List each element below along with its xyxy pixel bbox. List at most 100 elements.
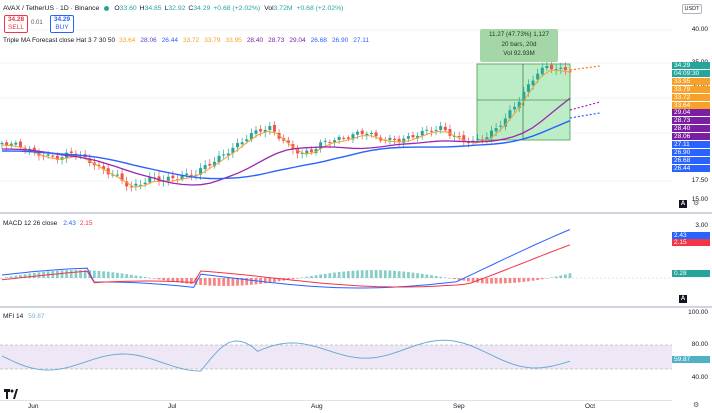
macd-histogram-bar xyxy=(106,271,110,278)
candle-body xyxy=(111,174,115,176)
settings-gear-icon[interactable]: ⚙ xyxy=(693,402,700,409)
currency-label: USDT xyxy=(684,6,700,12)
mfi-tick-label: 40.00 xyxy=(691,374,708,381)
candle-body xyxy=(115,174,119,176)
candle-body xyxy=(166,176,170,181)
macd-histogram-bar xyxy=(457,278,461,280)
macd-scale[interactable]: 3.000.002.432.150.28 xyxy=(672,214,712,306)
macd-histogram-bar xyxy=(139,276,142,278)
pane-separator[interactable] xyxy=(0,306,712,308)
time-label: Sep xyxy=(453,403,465,410)
candle-body xyxy=(300,152,304,154)
candle-body xyxy=(51,155,55,157)
candle-body xyxy=(236,143,240,148)
currency-dropdown[interactable]: USDT xyxy=(682,4,702,14)
mfi-chart[interactable] xyxy=(0,308,672,400)
macd-histogram-bar xyxy=(563,274,567,278)
macd-histogram-bar xyxy=(559,275,563,278)
macd-histogram-bar xyxy=(430,275,433,278)
macd-histogram-bar xyxy=(314,275,318,278)
gear-icon[interactable]: ⚙ xyxy=(693,200,700,207)
candle-body xyxy=(102,166,106,170)
mfi-pane[interactable] xyxy=(0,308,672,400)
macd-histogram-bar xyxy=(23,274,27,278)
symbol-title[interactable]: AVAX / TetherUS · 1D · Binance xyxy=(3,5,100,12)
time-label: Jun xyxy=(28,403,39,410)
ma-value: 33.72 xyxy=(182,37,200,44)
macd-histogram-bar xyxy=(37,272,41,278)
candle-body xyxy=(189,174,193,176)
mfi-legend[interactable]: MFI 14 59.87 xyxy=(3,312,45,320)
macd-legend[interactable]: MACD 12 26 close 2.43 2.15 xyxy=(3,219,93,227)
candle-body xyxy=(143,182,147,185)
candle-body xyxy=(309,149,313,153)
macd-histogram-bar xyxy=(360,270,364,278)
macd-histogram-bar xyxy=(545,278,549,279)
price-tick-label: 40.00 xyxy=(691,26,708,33)
macd-histogram-bar xyxy=(342,271,346,278)
price-tag: 28.73 xyxy=(672,117,710,125)
macd-histogram-bar xyxy=(462,278,466,281)
buy-label: BUY xyxy=(55,24,69,31)
candle-body xyxy=(286,140,290,143)
auto-scale-button[interactable]: A xyxy=(679,200,687,208)
ma-value: 33.64 xyxy=(119,37,136,44)
candle-body xyxy=(305,150,309,154)
ma-value: 29.04 xyxy=(289,37,306,44)
forecast-line xyxy=(569,65,601,71)
buy-button[interactable]: 34.29 BUY xyxy=(50,15,74,33)
ma-value: 28.06 xyxy=(140,37,157,44)
signal-line xyxy=(1,244,571,288)
macd-histogram-bar xyxy=(467,278,470,282)
macd-pane[interactable] xyxy=(0,214,672,306)
macd-histogram-bar xyxy=(365,270,369,278)
candle-body xyxy=(120,173,124,181)
macd-histogram-bar xyxy=(540,278,544,280)
macd-histogram-bar xyxy=(397,271,401,278)
candle-body xyxy=(323,140,327,142)
ma-value: 27.11 xyxy=(353,37,370,44)
price-tag: 33.64 xyxy=(672,101,710,109)
tv-logo-icon[interactable] xyxy=(4,389,18,399)
candle-body xyxy=(337,136,341,141)
price-pane[interactable] xyxy=(0,0,672,212)
macd-histogram-bar xyxy=(485,278,489,284)
macd-histogram-bar xyxy=(203,278,207,286)
candle-body xyxy=(429,130,433,132)
ohlc-value: 34.85 xyxy=(144,5,162,12)
time-label: Aug xyxy=(311,403,323,410)
candle-body xyxy=(296,148,300,154)
pane-separator[interactable] xyxy=(0,212,712,214)
candle-body xyxy=(332,140,336,143)
price-tag: 33.79 xyxy=(672,85,710,93)
candle-body xyxy=(9,143,13,146)
candle-body xyxy=(351,134,355,140)
price-scale[interactable]: USDT 40.0035.0030.0025.0022.5020.0017.50… xyxy=(672,0,712,212)
candle-body xyxy=(466,142,470,144)
candle-body xyxy=(485,137,489,140)
macd-histogram-bar xyxy=(268,278,272,283)
macd-histogram-bar xyxy=(166,278,170,281)
macd-auto-scale-button[interactable]: A xyxy=(679,295,687,303)
macd-chart[interactable] xyxy=(0,214,672,306)
sell-button[interactable]: 34.28 SELL xyxy=(4,15,28,33)
ohlc-key: L xyxy=(164,5,169,12)
macd-histogram-bar xyxy=(503,278,507,284)
candle-body xyxy=(526,84,530,92)
ma-legend[interactable]: Triple MA Forecast close Hat 3 7 30 50 3… xyxy=(3,36,374,45)
price-chart[interactable] xyxy=(0,0,672,212)
spread-value: 0.01 xyxy=(31,20,43,26)
macd-histogram-bar xyxy=(527,278,530,282)
candle-body xyxy=(254,130,258,134)
candle-body xyxy=(129,186,133,188)
macd-histogram-bar xyxy=(231,278,235,286)
candle-body xyxy=(32,147,36,151)
market-status-icon xyxy=(104,6,110,11)
time-axis[interactable]: Jun Jul Aug Sep Oct xyxy=(0,400,672,413)
macd-histogram-bar xyxy=(9,276,13,278)
candle-body xyxy=(439,126,443,131)
macd-histogram-bar xyxy=(171,278,175,282)
sell-price: 34.28 xyxy=(7,16,25,23)
macd-histogram-bar xyxy=(309,275,313,278)
